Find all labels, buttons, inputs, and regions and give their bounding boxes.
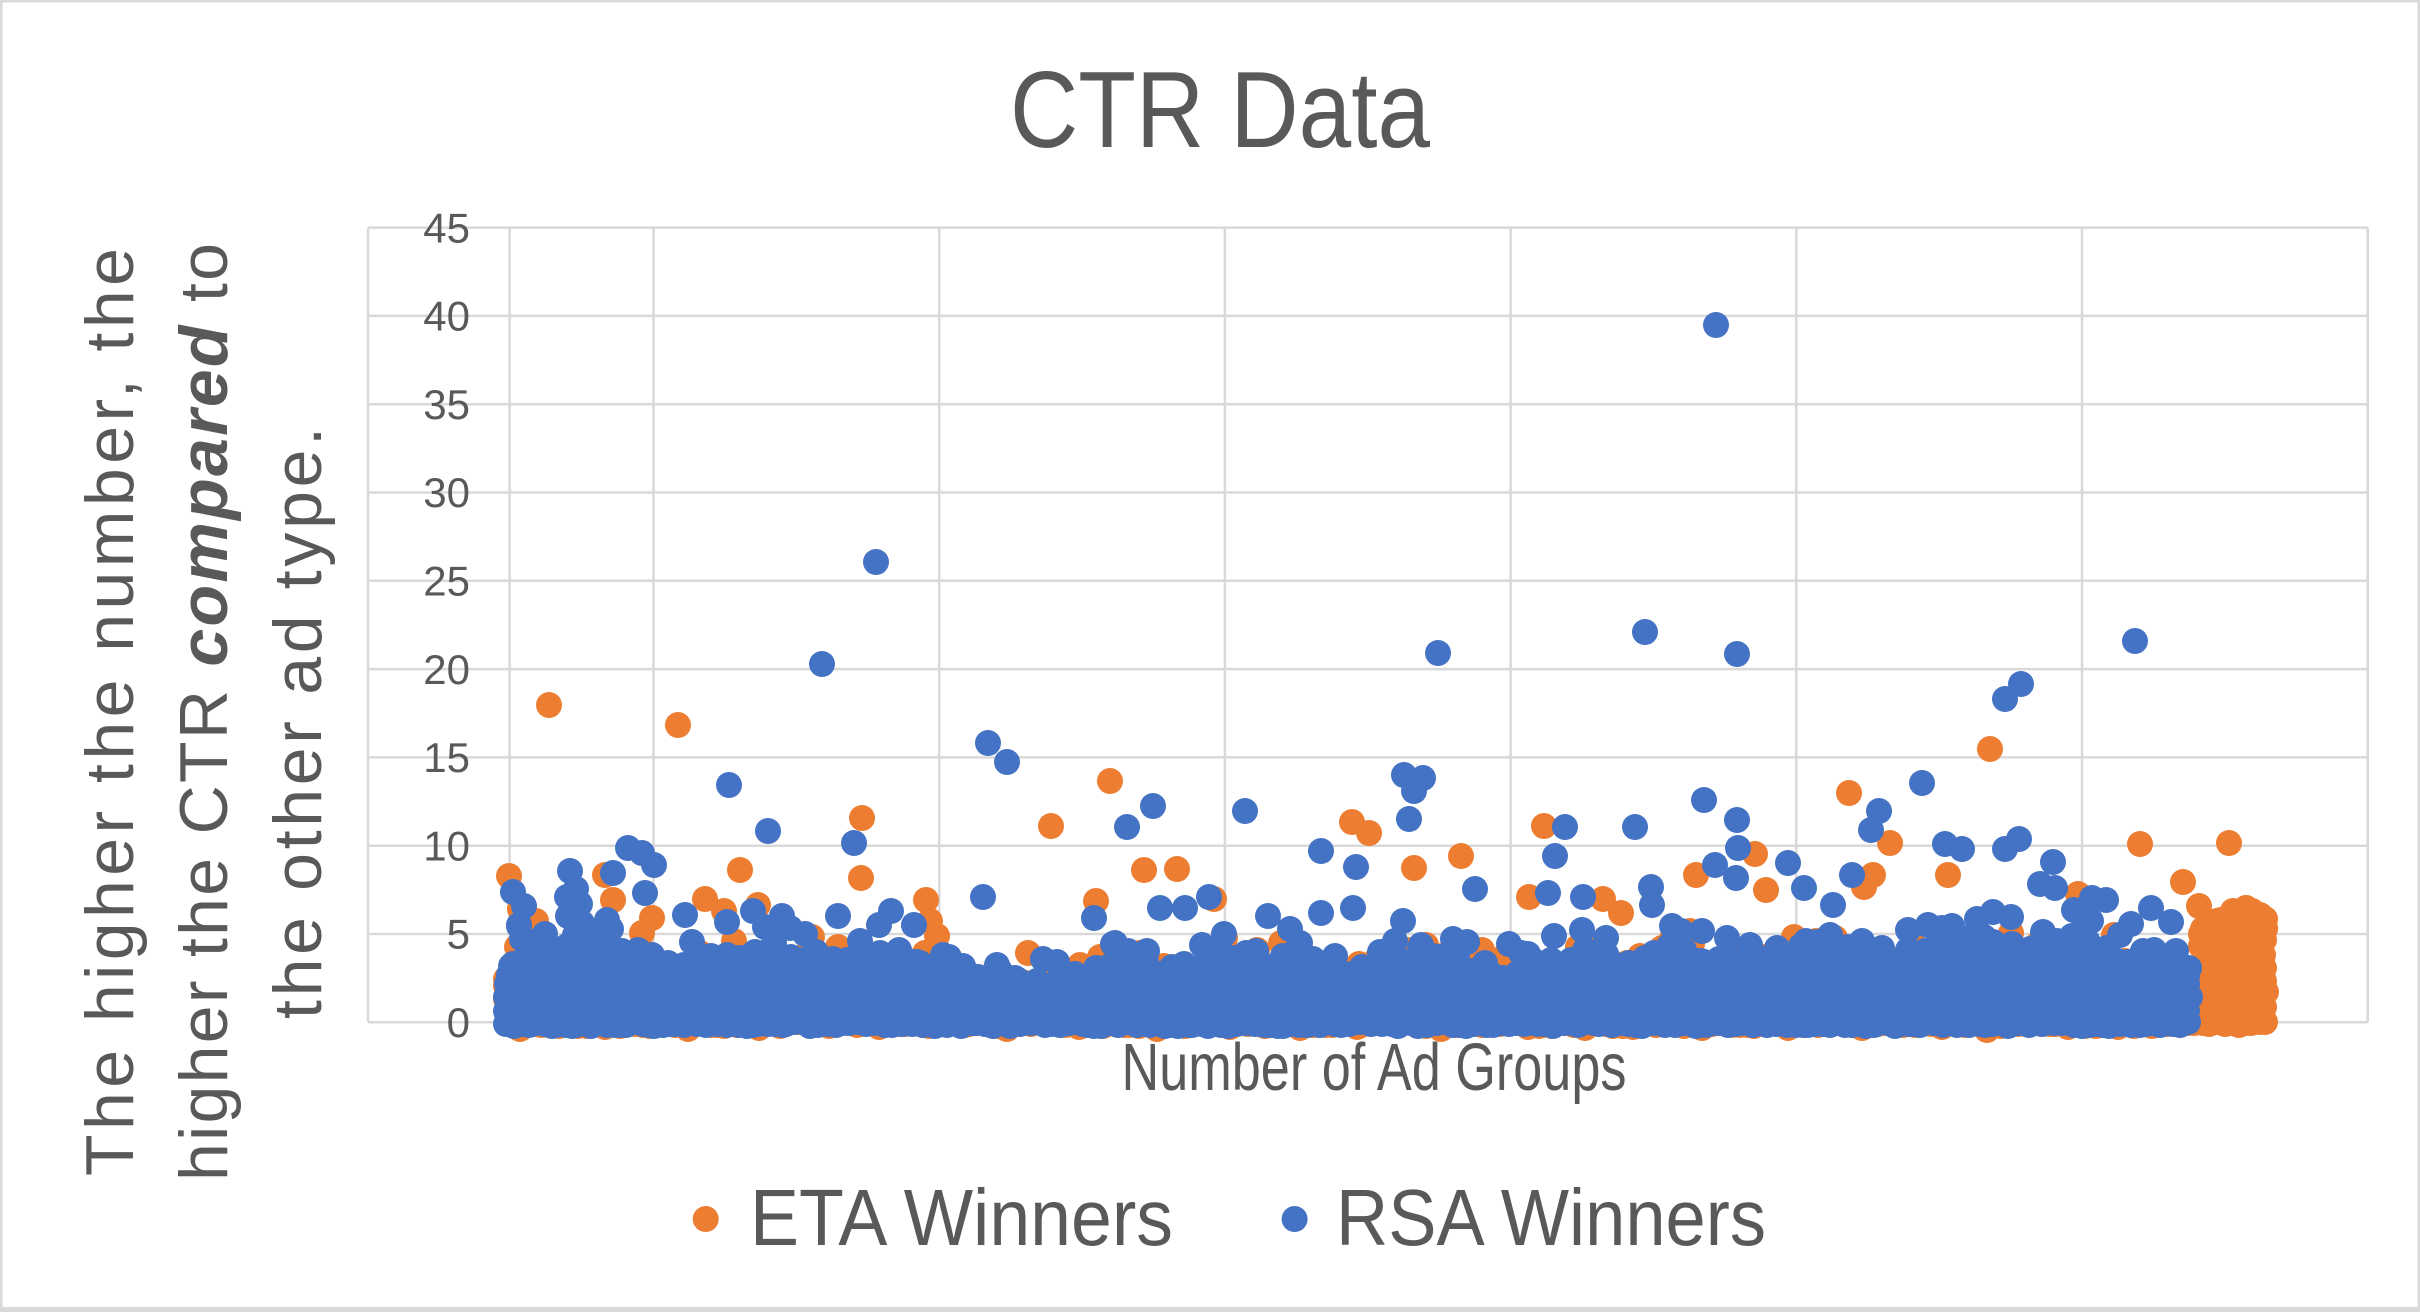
svg-text:CTR Data: CTR Data <box>1010 49 1430 171</box>
svg-text:35: 35 <box>423 381 470 428</box>
svg-text:20: 20 <box>423 646 470 693</box>
svg-text:The higher the number, the: The higher the number, the <box>72 248 148 1176</box>
svg-text:10: 10 <box>423 822 470 869</box>
svg-text:45: 45 <box>423 204 470 251</box>
svg-text:30: 30 <box>423 469 470 516</box>
svg-text:Number of Ad Groups: Number of Ad Groups <box>1122 1030 1627 1105</box>
svg-text:the other ad type.: the other ad type. <box>260 427 336 1019</box>
svg-text:RSA Winners: RSA Winners <box>1336 1173 1766 1262</box>
svg-text:0: 0 <box>447 999 470 1046</box>
svg-text:25: 25 <box>423 558 470 605</box>
svg-text:15: 15 <box>423 734 470 781</box>
svg-text:ETA Winners: ETA Winners <box>750 1173 1173 1262</box>
svg-text:40: 40 <box>423 293 470 340</box>
svg-text:higher the CTR compared to: higher the CTR compared to <box>166 243 242 1181</box>
svg-text:5: 5 <box>447 911 470 958</box>
